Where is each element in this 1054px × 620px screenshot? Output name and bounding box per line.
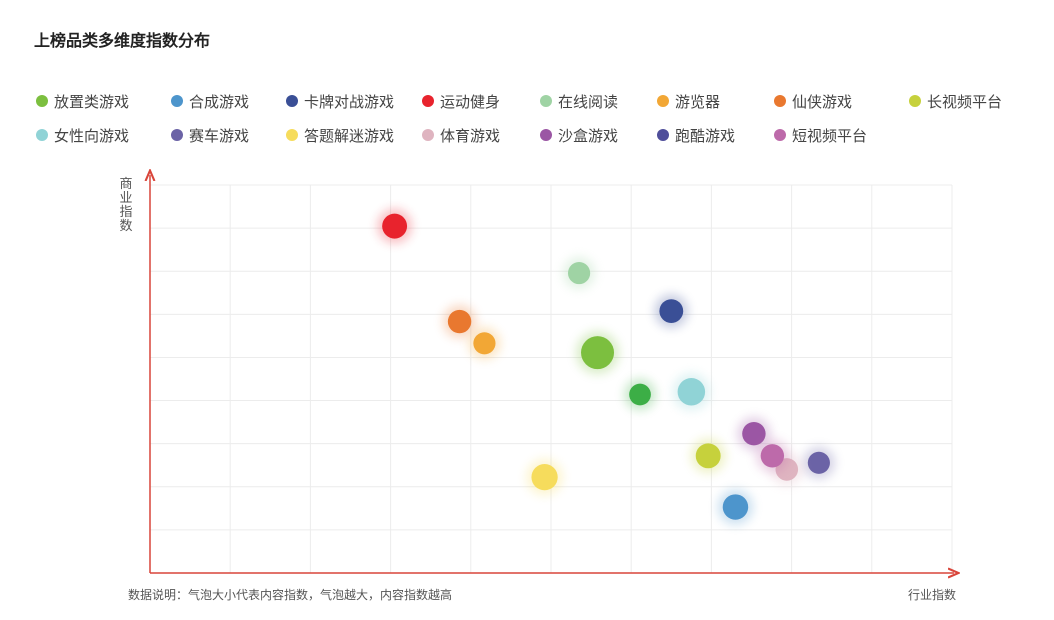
legend-label: 短视频平台 [792,126,868,145]
legend-label: 放置类游戏 [54,92,130,111]
legend-item[interactable]: 放置类游戏 [36,91,171,112]
legend-dot-icon [286,129,298,141]
data-point [581,336,615,370]
legend-dot-icon [36,95,48,107]
legend-item[interactable]: 女性向游戏 [36,125,171,146]
legend-row-1: 放置类游戏 合成游戏 卡牌对战游戏 运动健身 在线阅读 游览器 仙侠游戏 长视频平台 [36,84,1046,118]
legend-label: 长视频平台 [927,92,1003,111]
data-note: 数据说明：气泡大小代表内容指数，气泡越大，内容指数越高 [128,588,453,602]
legend-label: 卡牌对战游戏 [304,92,395,111]
legend-dot-icon [774,129,786,141]
legend-dot-icon [909,95,921,107]
data-point [722,494,749,520]
data-point [807,451,830,474]
data-point [447,309,472,334]
legend-item[interactable]: 长视频平台 [909,91,1029,112]
legend-dot-icon [540,95,552,107]
legend-item[interactable]: 在线阅读 [540,91,657,112]
data-point [760,444,785,468]
legend-dot-icon [171,129,183,141]
data-point [659,299,684,323]
legend-label: 沙盒游戏 [558,126,619,145]
legend-dot-icon [422,95,434,107]
legend-dot-icon [657,95,669,107]
legend-dot-icon [540,129,552,141]
legend-dot-icon [422,129,434,141]
legend-item[interactable]: 答题解迷游戏 [286,125,422,146]
legend-item[interactable]: 仙侠游戏 [774,91,909,112]
legend-label: 游览器 [675,92,721,111]
legend-item[interactable]: 赛车游戏 [171,125,286,146]
data-point [629,383,651,406]
legend-item[interactable]: 沙盒游戏 [540,125,657,146]
data-point [742,422,766,446]
data-point [473,332,496,355]
legend-dot-icon [774,95,786,107]
legend-dot-icon [36,129,48,141]
legend-item[interactable]: 跑酷游戏 [657,125,774,146]
data-point [567,261,591,285]
legend-dot-icon [171,95,183,107]
legend-label: 体育游戏 [440,126,501,145]
legend-item[interactable]: 游览器 [657,91,774,112]
x-axis-label: 行业指数 [907,588,956,602]
legend-dot-icon [657,129,669,141]
data-point [531,464,558,491]
legend-item[interactable]: 运动健身 [422,91,540,112]
legend-label: 答题解迷游戏 [304,126,395,145]
data-point [677,378,706,406]
legend-item[interactable]: 卡牌对战游戏 [286,91,422,112]
chart-legend: 放置类游戏 合成游戏 卡牌对战游戏 运动健身 在线阅读 游览器 仙侠游戏 长视频平台 女性向游… [36,84,1046,152]
legend-item[interactable]: 合成游戏 [171,91,286,112]
legend-label: 女性向游戏 [54,126,130,145]
legend-item[interactable]: 短视频平台 [774,125,909,146]
y-axis-label: 商业指数 [119,177,133,234]
legend-label: 仙侠游戏 [792,92,853,111]
data-point [382,213,408,239]
legend-label: 跑酷游戏 [675,126,736,145]
legend-label: 赛车游戏 [189,126,250,145]
legend-dot-icon [286,95,298,107]
legend-item[interactable]: 体育游戏 [422,125,540,146]
legend-label: 在线阅读 [558,92,619,111]
legend-label: 合成游戏 [189,92,250,111]
legend-row-2: 女性向游戏 赛车游戏 答题解迷游戏 体育游戏 沙盒游戏 跑酷游戏 短视频平台 [36,118,1046,152]
data-point [695,443,721,469]
legend-label: 运动健身 [440,92,501,111]
chart-title: 上榜品类多维度指数分布 [34,31,211,50]
